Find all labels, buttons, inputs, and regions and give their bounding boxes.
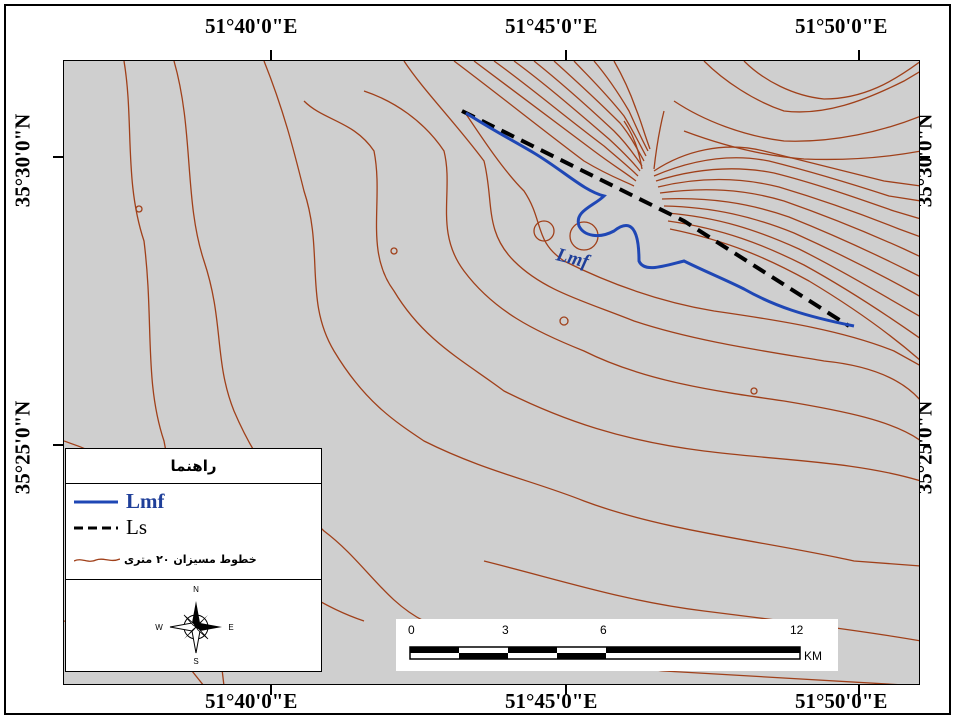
compass-e: E [228, 623, 233, 632]
legend-separator [66, 579, 321, 580]
map-frame [4, 4, 951, 715]
tick-mark [920, 156, 930, 158]
scale-bar-graphic [409, 646, 801, 660]
coord-bottom-3: 51°50'0"E [795, 689, 888, 713]
scale-tick-3: 3 [502, 623, 509, 637]
tick-mark [920, 444, 930, 446]
compass-s: S [193, 657, 198, 664]
coord-top-1: 51°40'0"E [205, 14, 298, 38]
lmf-swatch [74, 500, 118, 503]
compass-w: W [155, 623, 163, 632]
scale-tick-0: 0 [408, 623, 415, 637]
legend-item-ls: Ls [74, 515, 147, 540]
tick-mark [565, 50, 567, 60]
ls-swatch [74, 526, 118, 529]
legend-title: راهنما [66, 449, 321, 484]
legend-label-ls: Ls [126, 515, 147, 539]
coord-left-2: 35°25'0"N [10, 400, 35, 495]
scale-tick-12: 12 [790, 623, 804, 637]
legend-item-lmf: Lmf [74, 489, 165, 514]
scale-bar: 0 3 6 12 KM [396, 619, 838, 671]
tick-mark [858, 50, 860, 60]
tick-mark [270, 685, 272, 695]
coord-bottom-2: 51°45'0"E [505, 689, 598, 713]
legend-panel: راهنما Lmf Ls خطوط مسیزان ۲۰ متری N S E … [65, 448, 322, 672]
coord-top-2: 51°45'0"E [505, 14, 598, 38]
legend-item-contour: خطوط مسیزان ۲۰ متری [74, 553, 257, 566]
tick-mark [270, 50, 272, 60]
north-arrow-icon: N S E W [155, 585, 233, 664]
compass-n: N [193, 585, 199, 594]
scale-unit: KM [804, 649, 822, 663]
legend-label-contour: خطوط مسیزان ۲۰ متری [124, 553, 257, 566]
coord-bottom-1: 51°40'0"E [205, 689, 298, 713]
coord-top-3: 51°50'0"E [795, 14, 888, 38]
scale-tick-6: 6 [600, 623, 607, 637]
tick-mark [53, 156, 63, 158]
coord-left-1: 35°30'0"N [10, 113, 35, 208]
legend-label-lmf: Lmf [126, 489, 165, 513]
tick-mark [53, 444, 63, 446]
tick-mark [858, 685, 860, 695]
contour-swatch [74, 557, 120, 562]
lmf-line [465, 111, 855, 328]
tick-mark [565, 685, 567, 695]
ls-line [461, 109, 851, 328]
